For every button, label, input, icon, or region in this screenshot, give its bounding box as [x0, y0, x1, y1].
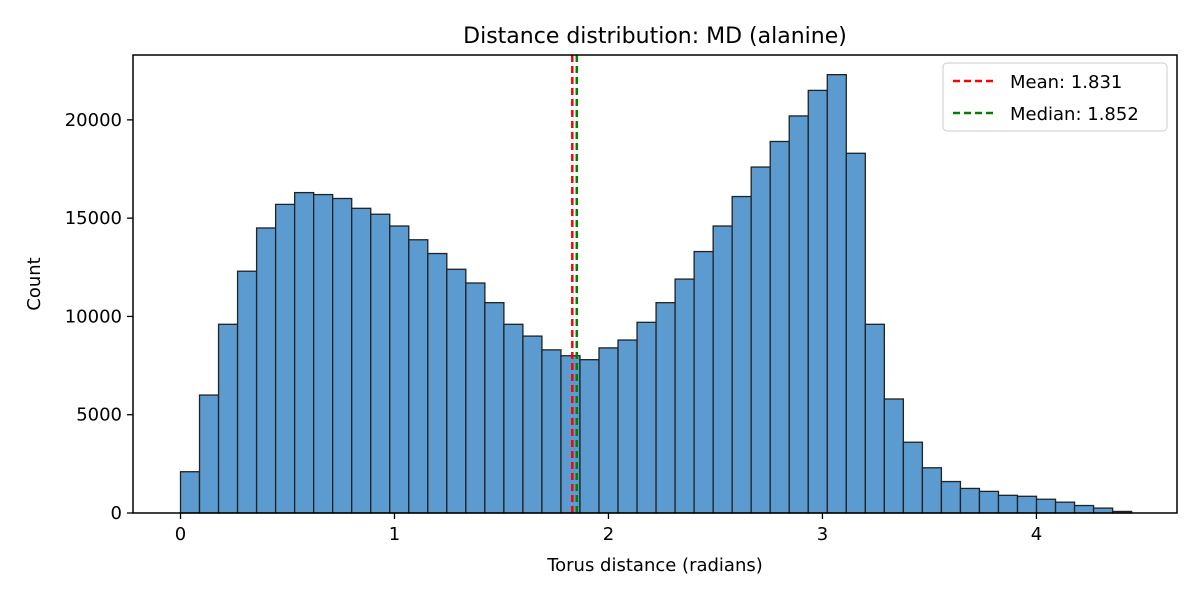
histogram-bar	[636, 321, 657, 514]
y-tick-label: 15000	[65, 208, 122, 229]
y-axis-ticks: 0 5000 10000 15000 20000	[65, 110, 133, 524]
histogram-bar	[655, 302, 676, 514]
histogram-bar	[351, 207, 372, 514]
legend-median-label: Median: 1.852	[1010, 104, 1139, 125]
x-axis-ticks: 0 1 2 3 4	[175, 513, 1042, 545]
legend-box	[942, 62, 1168, 132]
histogram-bar	[293, 191, 315, 514]
histogram-bar	[617, 339, 638, 514]
chart-title: Distance distribution: MD (alanine)	[463, 24, 847, 49]
histogram-bar	[446, 268, 467, 514]
histogram-bar	[274, 203, 296, 514]
histogram-bar	[541, 349, 562, 514]
histogram-bar	[198, 394, 220, 514]
x-tick-label: 4	[1031, 524, 1042, 545]
x-axis-label: Torus distance (radians)	[546, 555, 763, 576]
histogram-bar	[427, 252, 448, 514]
plot-frame	[132, 54, 1178, 514]
legend-mean-label: Mean: 1.831	[1010, 72, 1122, 93]
histogram-bar	[959, 487, 981, 514]
x-tick-label: 3	[817, 524, 828, 545]
bars-group	[179, 74, 1133, 514]
histogram-bar	[807, 89, 828, 514]
histogram-bar	[389, 225, 410, 514]
histogram-bar	[1035, 498, 1057, 514]
histogram-bar	[484, 302, 505, 514]
legend: Mean: 1.831 Median: 1.852	[942, 62, 1168, 132]
histogram-bar	[408, 239, 429, 514]
y-tick-label: 20000	[65, 110, 122, 131]
histogram-bar	[864, 323, 885, 514]
histogram-bar	[1016, 495, 1038, 514]
histogram-bar	[940, 480, 962, 514]
y-tick-label: 5000	[76, 405, 122, 426]
histogram-bar	[693, 250, 714, 514]
histogram-bar	[332, 197, 353, 514]
histogram-bar	[598, 347, 619, 514]
histogram-bar	[788, 115, 809, 514]
histogram-bar	[217, 323, 239, 514]
histogram-bar	[522, 335, 543, 514]
histogram-bar	[255, 227, 277, 514]
histogram-bar	[674, 278, 695, 514]
histogram-bar	[978, 490, 1000, 514]
histogram-bar	[1073, 504, 1095, 514]
x-tick-label: 0	[175, 524, 186, 545]
histogram-bar	[236, 270, 258, 514]
histogram-bar	[179, 471, 201, 514]
histogram-bar	[313, 193, 334, 514]
histogram-bar	[750, 166, 771, 514]
histogram-bar	[579, 359, 600, 514]
histogram-bar	[845, 152, 866, 514]
histogram-bar	[1054, 501, 1076, 514]
histogram-bar	[902, 441, 924, 514]
histogram-bar	[883, 398, 905, 514]
x-tick-label: 2	[603, 524, 614, 545]
y-tick-label: 10000	[65, 306, 122, 327]
histogram-bar	[370, 213, 391, 514]
histogram-bar	[731, 195, 752, 514]
histogram-bar	[503, 323, 524, 514]
histogram-bar	[465, 282, 486, 514]
y-axis-label: Count	[24, 257, 45, 310]
x-tick-label: 1	[389, 524, 400, 545]
histogram-bar	[997, 494, 1019, 514]
histogram-bar	[826, 74, 847, 514]
histogram-bar	[921, 467, 943, 514]
histogram-bar	[769, 140, 790, 514]
y-tick-label: 0	[111, 503, 122, 524]
histogram-bar	[712, 225, 733, 514]
